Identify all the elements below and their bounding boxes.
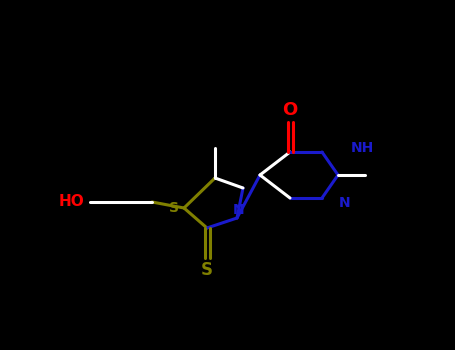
- Text: S: S: [201, 261, 213, 279]
- Text: S: S: [169, 201, 179, 215]
- Text: N: N: [233, 203, 245, 217]
- Text: NH: NH: [350, 141, 374, 155]
- Text: HO: HO: [59, 195, 85, 210]
- Text: O: O: [283, 101, 298, 119]
- Text: N: N: [339, 196, 351, 210]
